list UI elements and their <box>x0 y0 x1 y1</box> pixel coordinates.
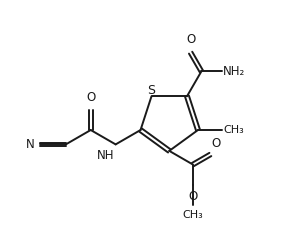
Text: O: O <box>212 137 221 150</box>
Text: N: N <box>26 138 35 151</box>
Text: O: O <box>86 91 95 104</box>
Text: CH₃: CH₃ <box>182 210 203 220</box>
Text: O: O <box>188 190 198 203</box>
Text: O: O <box>186 33 195 46</box>
Text: NH: NH <box>97 149 114 162</box>
Text: NH₂: NH₂ <box>223 65 245 78</box>
Text: S: S <box>147 84 156 97</box>
Text: CH₃: CH₃ <box>224 125 245 135</box>
